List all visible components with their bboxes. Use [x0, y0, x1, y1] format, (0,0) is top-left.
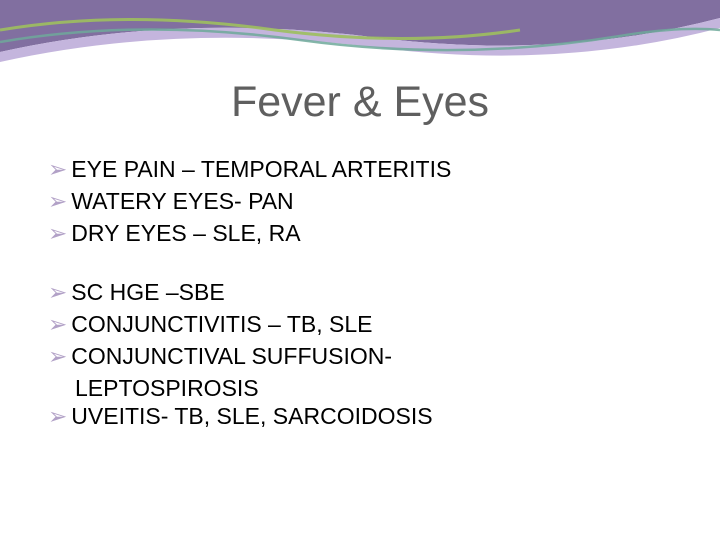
chevron-right-icon: ➢ — [48, 402, 67, 431]
bullet-text: CONJUNCTIVAL SUFFUSION- — [71, 342, 392, 371]
bullet-text: WATERY EYES- PAN — [71, 187, 293, 216]
bullet-item: ➢ CONJUNCTIVITIS – TB, SLE — [48, 310, 680, 339]
bullet-text: CONJUNCTIVITIS – TB, SLE — [71, 310, 372, 339]
bullet-continuation: LEPTOSPIROSIS — [75, 374, 680, 403]
bullet-text: DRY EYES – SLE, RA — [71, 219, 300, 248]
bullet-item: ➢ SC HGE –SBE — [48, 278, 680, 307]
bullet-item: ➢ EYE PAIN – TEMPORAL ARTERITIS — [48, 155, 680, 184]
bullet-text: UVEITIS- TB, SLE, SARCOIDOSIS — [71, 402, 432, 431]
bullet-item: ➢ UVEITIS- TB, SLE, SARCOIDOSIS — [48, 402, 680, 431]
content-area: ➢ EYE PAIN – TEMPORAL ARTERITIS ➢ WATERY… — [48, 155, 680, 434]
slide-title: Fever & Eyes — [0, 78, 720, 127]
chevron-right-icon: ➢ — [48, 155, 67, 184]
bullet-text: EYE PAIN – TEMPORAL ARTERITIS — [71, 155, 451, 184]
chevron-right-icon: ➢ — [48, 187, 67, 216]
bullet-text: SC HGE –SBE — [71, 278, 224, 307]
bullet-item: ➢ DRY EYES – SLE, RA — [48, 219, 680, 248]
chevron-right-icon: ➢ — [48, 278, 67, 307]
chevron-right-icon: ➢ — [48, 310, 67, 339]
chevron-right-icon: ➢ — [48, 219, 67, 248]
bullet-item: ➢ CONJUNCTIVAL SUFFUSION- — [48, 342, 680, 371]
bullet-item: ➢ WATERY EYES- PAN — [48, 187, 680, 216]
spacer — [48, 250, 680, 278]
chevron-right-icon: ➢ — [48, 342, 67, 371]
